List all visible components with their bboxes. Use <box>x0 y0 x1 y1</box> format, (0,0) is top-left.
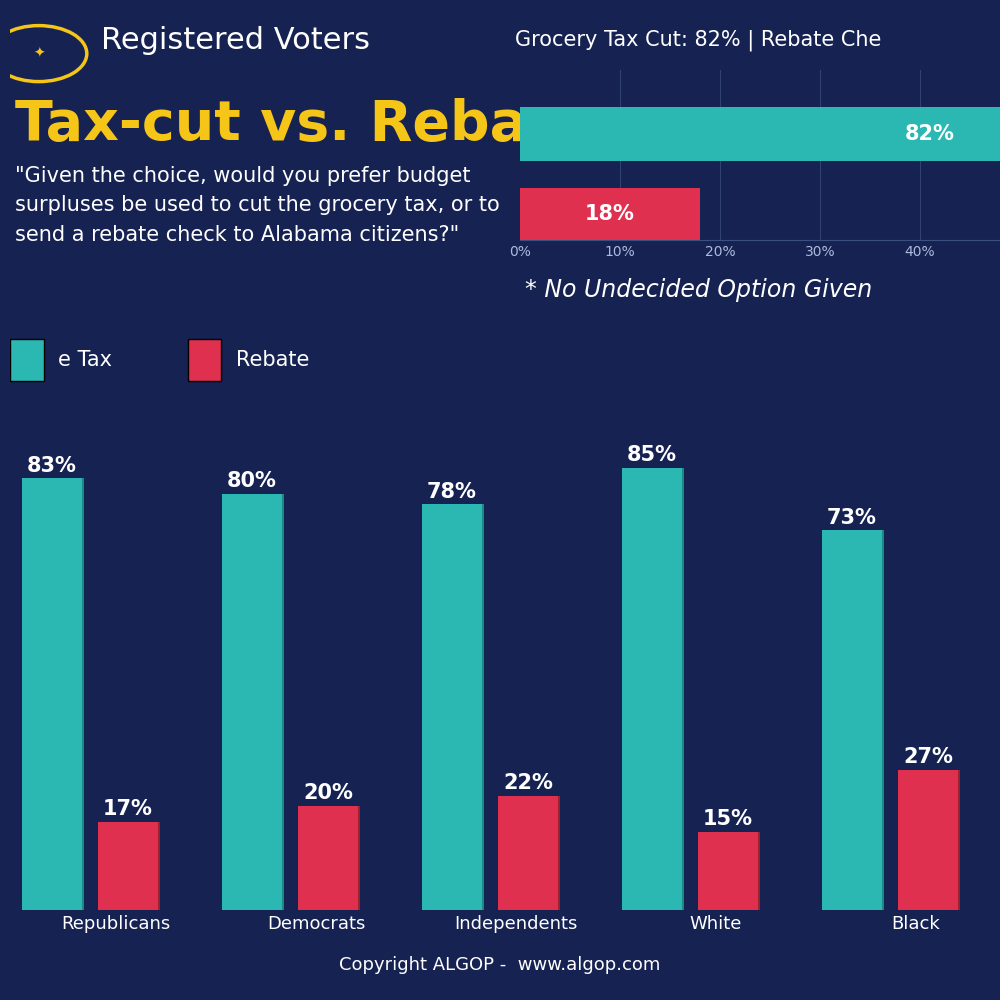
Bar <box>498 796 558 910</box>
Text: Grocery Tax Cut: 82% | Rebate Che: Grocery Tax Cut: 82% | Rebate Che <box>515 29 881 51</box>
Text: 20%: 20% <box>303 783 353 803</box>
Text: Registered Voters: Registered Voters <box>101 26 370 55</box>
Bar <box>424 504 484 910</box>
FancyBboxPatch shape <box>10 339 44 381</box>
Bar <box>100 822 160 910</box>
Text: * No Undecided Option Given: * No Undecided Option Given <box>525 278 872 302</box>
Bar <box>822 530 882 910</box>
Bar <box>224 494 284 910</box>
Bar <box>22 478 82 910</box>
Bar <box>98 822 158 910</box>
Bar <box>520 107 1000 161</box>
Text: 80%: 80% <box>227 471 277 491</box>
FancyBboxPatch shape <box>188 339 221 381</box>
Bar <box>222 494 282 910</box>
Text: 17%: 17% <box>103 799 153 819</box>
Text: Rebate: Rebate <box>236 350 309 370</box>
Text: 78%: 78% <box>427 482 477 502</box>
Text: 18%: 18% <box>585 205 635 225</box>
Bar <box>898 770 958 910</box>
Bar <box>900 770 960 910</box>
Text: 82%: 82% <box>905 124 955 144</box>
Bar <box>300 806 360 910</box>
Text: 83%: 83% <box>27 456 77 476</box>
Text: 73%: 73% <box>827 508 877 528</box>
Bar <box>298 806 358 910</box>
Bar <box>24 478 84 910</box>
Bar <box>698 832 758 910</box>
Bar <box>824 530 884 910</box>
Text: 15%: 15% <box>703 809 753 829</box>
Bar <box>624 468 684 910</box>
Text: "Given the choice, would you prefer budget
surpluses be used to cut the grocery : "Given the choice, would you prefer budg… <box>15 166 500 245</box>
Bar <box>500 796 560 910</box>
Text: e Tax: e Tax <box>58 350 112 370</box>
Bar <box>520 188 700 241</box>
Text: 22%: 22% <box>503 773 553 793</box>
Bar <box>422 504 482 910</box>
Text: 27%: 27% <box>903 747 953 767</box>
Text: Copyright ALGOP -  www.algop.com: Copyright ALGOP - www.algop.com <box>339 956 661 974</box>
Bar <box>700 832 760 910</box>
Bar <box>622 468 682 910</box>
Text: ✦: ✦ <box>33 47 45 61</box>
Text: 85%: 85% <box>627 445 677 465</box>
Text: Tax-cut vs. Rebate: Tax-cut vs. Rebate <box>15 98 591 152</box>
